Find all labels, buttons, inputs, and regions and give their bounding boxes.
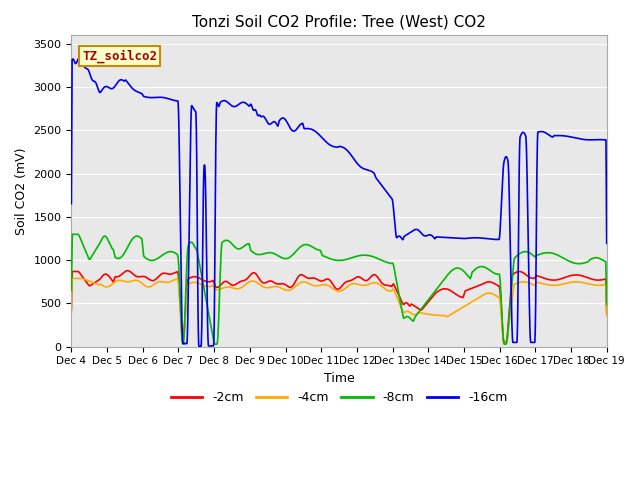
Text: TZ_soilco2: TZ_soilco2 — [82, 49, 157, 63]
Title: Tonzi Soil CO2 Profile: Tree (West) CO2: Tonzi Soil CO2 Profile: Tree (West) CO2 — [192, 15, 486, 30]
X-axis label: Time: Time — [324, 372, 355, 385]
Y-axis label: Soil CO2 (mV): Soil CO2 (mV) — [15, 147, 28, 235]
Legend: -2cm, -4cm, -8cm, -16cm: -2cm, -4cm, -8cm, -16cm — [166, 386, 512, 409]
